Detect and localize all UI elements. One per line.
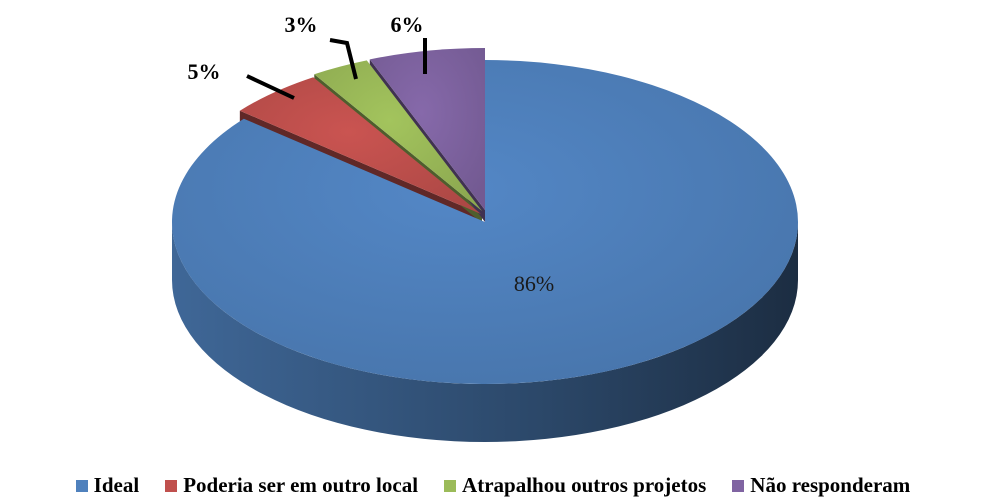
legend-item-poderia: Poderia ser em outro local <box>165 473 418 498</box>
legend-swatch-atrapalhou <box>444 479 457 492</box>
legend: Ideal Poderia ser em outro local Atrapal… <box>0 470 986 501</box>
pie-slice-nao-responderam <box>369 48 485 210</box>
legend-swatch-poderia <box>165 479 178 492</box>
legend-label-atrapalhou: Atrapalhou outros projetos <box>462 473 707 497</box>
pie-slices <box>172 48 799 385</box>
legend-swatch-ideal <box>75 479 88 492</box>
data-label-poderia: 5% <box>188 59 221 84</box>
pie-slice-atrapalhou <box>314 60 482 212</box>
leader-line-atrapalhou <box>329 38 358 80</box>
legend-item-ideal: Ideal <box>75 473 140 498</box>
legend-item-atrapalhou: Atrapalhou outros projetos <box>444 473 706 498</box>
legend-label-ideal: Ideal <box>93 473 140 497</box>
leader-line-poderia <box>246 74 295 100</box>
legend-label-poderia: Poderia ser em outro local <box>183 473 419 497</box>
data-label-atrapalhou: 3% <box>285 12 318 37</box>
data-label-ideal: 86% <box>514 271 554 296</box>
legend-label-nao-responderam: Não responderam <box>750 473 911 497</box>
legend-swatch-nao-responderam <box>732 479 745 492</box>
pie-slice-poderia <box>239 77 481 215</box>
pie-chart-canvas: 86% 5% 3% 6% <box>172 12 799 442</box>
pie-slice-ideal <box>172 60 799 385</box>
data-label-nao-responderam: 6% <box>391 12 424 37</box>
pie-side-ideal <box>172 222 798 442</box>
legend-item-nao-responderam: Não responderam <box>732 473 910 498</box>
data-labels: 86% 5% 3% 6% <box>188 12 555 296</box>
